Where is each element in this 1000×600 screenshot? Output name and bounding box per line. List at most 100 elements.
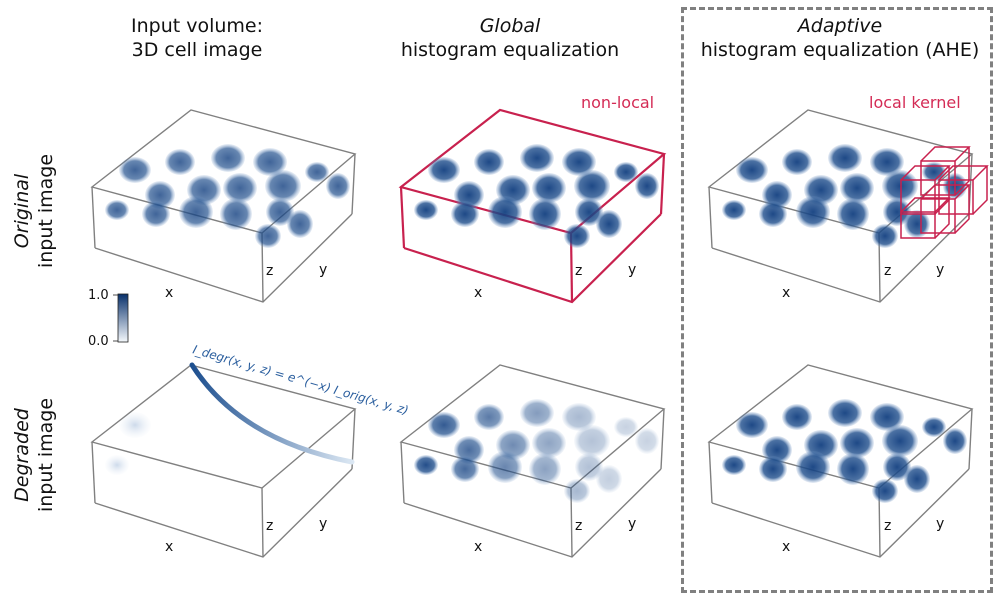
axis-x-label: x (165, 539, 174, 555)
cell-blob (562, 148, 596, 176)
cell-blob (837, 198, 869, 230)
cell-blob (828, 144, 862, 172)
cell-blob (922, 417, 946, 437)
cell-blob (266, 198, 294, 226)
axis-y-label: y (936, 516, 945, 532)
cell-blob (105, 200, 129, 220)
cell-blob (596, 210, 622, 238)
cell-blob (414, 200, 438, 220)
axis-x-label: x (782, 539, 791, 555)
cell-blob (574, 425, 610, 457)
ahe-dashed-frame (681, 7, 993, 593)
cell-blob (119, 157, 151, 183)
cell-blob (796, 451, 830, 483)
colorbar-min-label: 0.0 (88, 334, 109, 349)
cell-blob (574, 170, 610, 202)
cell-blob (564, 224, 590, 248)
cell-cluster-orig-global (414, 144, 659, 248)
cell-blob (882, 170, 918, 202)
cell-blob (943, 428, 967, 454)
cell-blob (904, 465, 930, 493)
cell-blob (179, 196, 213, 228)
cell-blob (759, 201, 787, 227)
cell-blob (828, 399, 862, 427)
cell-blob (562, 403, 596, 431)
col-title-adaptive-line1: Adaptive (797, 15, 883, 37)
cell-blob (614, 417, 638, 437)
volume-box-degr-ahe (707, 364, 974, 558)
cell-blob (872, 479, 898, 503)
axis-z-label: z (884, 518, 892, 534)
cell-blob (428, 157, 460, 183)
cell-blob (474, 404, 504, 430)
cell-blob (520, 399, 554, 427)
cell-blob (635, 173, 659, 199)
axis-z-label: z (575, 518, 583, 534)
cell-blob (305, 162, 329, 182)
cell-cluster-degr-global (414, 399, 659, 503)
cell-blob (529, 198, 561, 230)
cell-blob (922, 162, 946, 182)
cell-blob (253, 148, 287, 176)
axis-z-label: z (266, 263, 274, 279)
cell-blob (736, 157, 768, 183)
local-kernel-label: local kernel (869, 93, 961, 112)
cell-cluster-degr-ahe (722, 399, 967, 503)
axis-z-label: z (575, 263, 583, 279)
cell-blob (870, 148, 904, 176)
axis-y-label: y (628, 516, 637, 532)
cell-blob (840, 428, 874, 458)
cell-blob (883, 453, 911, 481)
cell-blob (326, 173, 350, 199)
cell-blob (722, 200, 746, 220)
volume-box-degr-input (90, 364, 357, 558)
local-kernel-cubes (900, 146, 989, 239)
col-title-input-line1: Input volume: (130, 15, 264, 37)
cell-blob (872, 224, 898, 248)
cell-blob (488, 451, 522, 483)
cell-blob (428, 412, 460, 438)
axis-z-label: z (266, 518, 274, 534)
cell-blob (451, 201, 479, 227)
cell-blob (837, 453, 869, 485)
cell-blob (474, 149, 504, 175)
cell-blob (255, 224, 281, 248)
cell-blob (722, 455, 746, 475)
cell-blob (488, 196, 522, 228)
col-title-adaptive-line2: histogram equalization (AHE) (700, 39, 980, 61)
axis-z-label: z (884, 263, 892, 279)
cell-blob (575, 453, 603, 481)
decay-curve (189, 362, 355, 465)
cell-blob (635, 428, 659, 454)
cell-blob (142, 201, 170, 227)
cell-blob (220, 198, 252, 230)
cell-blob (165, 149, 195, 175)
cell-blob (782, 149, 812, 175)
cell-blob (119, 412, 151, 438)
non-local-label: non-local (581, 93, 655, 112)
cell-cluster-orig-input (105, 144, 350, 248)
cell-blob (870, 403, 904, 431)
cell-blob (265, 170, 301, 202)
cell-cluster-degr-input (105, 412, 151, 475)
cell-blob (882, 425, 918, 457)
axis-x-label: x (165, 285, 174, 301)
col-title-global-line1: Global (479, 15, 541, 37)
cell-blob (575, 198, 603, 226)
col-title-adaptive: Adaptive histogram equalization (AHE) (690, 14, 990, 62)
cell-blob (520, 144, 554, 172)
axis-x-label: x (474, 285, 483, 301)
col-title-global-line2: histogram equalization (400, 39, 620, 61)
col-title-input-line2: 3D cell image (131, 39, 263, 61)
col-title-input: Input volume: 3D cell image (92, 14, 302, 62)
cell-blob (105, 455, 129, 475)
colorbar-max-label: 1.0 (88, 288, 109, 303)
cell-blob (904, 210, 930, 238)
colorbar (117, 293, 129, 343)
cell-blob (614, 162, 638, 182)
cell-blob (223, 173, 257, 203)
cell-blob (451, 456, 479, 482)
axis-x-label: x (474, 539, 483, 555)
cell-blob (529, 453, 561, 485)
